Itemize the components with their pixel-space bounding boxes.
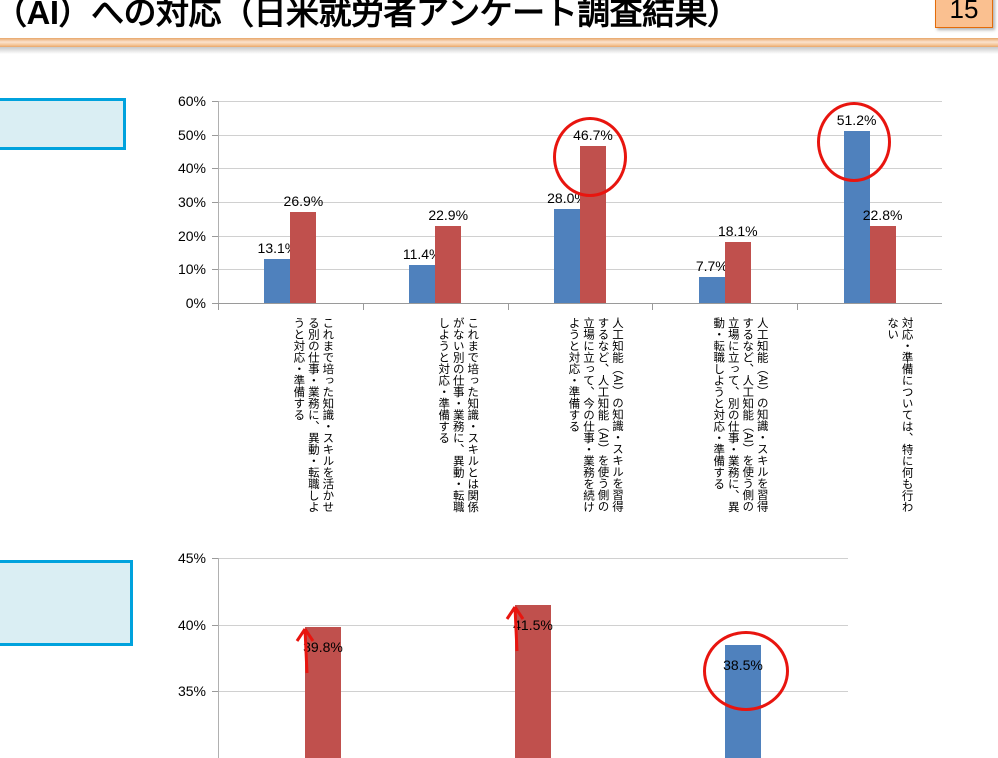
x-axis-category-label: これまで培った知識・スキルを活かせる別の仕事・業務に、異動・転職しようと対応・準… <box>292 317 334 513</box>
bar-value-label: 22.9% <box>428 206 469 223</box>
y-axis-tick-label: 35% <box>177 683 206 700</box>
y-axis-tick-label: 60% <box>177 93 206 109</box>
callout-box-bottom <box>0 560 133 646</box>
bar <box>724 242 751 303</box>
y-axis-tick-mark <box>212 134 218 136</box>
callout-box-top <box>0 98 126 150</box>
x-axis-category-separator <box>797 303 799 310</box>
bar-value-label: 18.1% <box>717 223 758 240</box>
x-axis-category-separator <box>362 303 364 310</box>
bar <box>554 208 580 303</box>
header-divider <box>0 38 998 47</box>
annotation-ellipse <box>553 116 627 197</box>
y-axis-tick-label: 30% <box>177 194 206 210</box>
left-body-text: 行わ 、 、人 を続 る。 <box>0 168 48 358</box>
y-axis-tick-mark <box>212 558 218 559</box>
secondary-bar-chart: 45% 40% 35% 39.8% 41.5% 38.5% <box>160 545 860 758</box>
x-axis-category-label: 対応・準備については、特に何も行わない <box>886 317 913 513</box>
y-axis-line <box>218 558 219 758</box>
annotation-ellipse <box>703 630 789 711</box>
main-bar-chart: 0% 10% 20% 30% 40% 50% 60% 13.1% 26.9% これまで培った知識・… <box>160 88 998 528</box>
y-gridline <box>218 303 942 304</box>
left-body-line-2: 、 <box>0 206 48 244</box>
x-axis-category-label: これまで培った知識・スキルとは関係がない別の仕事・業務に、異動・転職しようと対応… <box>437 317 479 513</box>
page-title: （AI）への対応（日米就労者アンケート調査結果） <box>0 0 740 31</box>
bar <box>698 277 725 303</box>
secondary-plot-area: 45% 40% 35% 39.8% 41.5% 38.5% <box>178 550 848 758</box>
bar-value-label: 11.4% <box>402 245 442 262</box>
x-axis-category-label: 人工知能（AI）の知識・スキルを習得するなど、人工知能（AI）を使う側の立場に立… <box>712 317 768 513</box>
left-body-line-3: 、人 <box>0 244 48 282</box>
y-axis-tick-mark <box>212 269 218 271</box>
bar-value-label: 26.9% <box>283 193 324 210</box>
y-axis-tick-mark <box>212 168 218 170</box>
y-axis-tick-label: 40% <box>177 160 206 177</box>
y-axis-tick-label: 0% <box>185 295 206 311</box>
y-axis-tick-label: 20% <box>177 227 206 244</box>
bar <box>409 264 436 303</box>
y-axis-tick-label: 40% <box>177 616 206 633</box>
y-axis-tick-mark <box>212 235 218 237</box>
bar <box>435 225 462 303</box>
left-body-line-4: を続 <box>0 282 48 320</box>
y-axis-tick-label: 50% <box>177 126 206 143</box>
left-body-line-1: 行わ <box>0 168 48 206</box>
main-plot-area: 0% 10% 20% 30% 40% 50% 60% 13.1% 26.9% これまで培った知識・… <box>178 93 942 513</box>
annotation-arrow-icon <box>505 605 525 651</box>
bar-value-label: 13.1% <box>257 239 298 256</box>
bar <box>869 226 896 303</box>
bar-value-label: 22.8% <box>862 207 903 224</box>
y-axis-line <box>218 101 219 303</box>
x-axis-category-label: 人工知能（AI）の知識・スキルを習得するなど、人工知能（AI）を使う側の立場に立… <box>567 317 624 513</box>
y-axis-tick-label: 45% <box>177 550 206 566</box>
bar <box>290 212 317 303</box>
y-axis-tick-mark <box>212 202 218 203</box>
y-axis-tick-mark <box>212 303 218 304</box>
header-divider-shadow <box>0 47 998 54</box>
left-body-line-5: る。 <box>0 320 48 358</box>
x-axis-category-separator <box>218 303 219 310</box>
annotation-arrow-icon <box>295 628 315 674</box>
y-gridline <box>218 558 848 559</box>
y-axis-tick-label: 10% <box>177 261 206 278</box>
x-axis-category-separator <box>507 303 509 310</box>
x-axis-category-separator <box>652 303 654 310</box>
y-axis-tick-mark <box>212 101 218 102</box>
y-gridline <box>218 101 942 102</box>
page-number-badge: 15 <box>935 0 993 28</box>
bar <box>264 258 291 303</box>
annotation-ellipse <box>816 101 891 182</box>
bar-value-label: 7.7% <box>695 258 728 275</box>
